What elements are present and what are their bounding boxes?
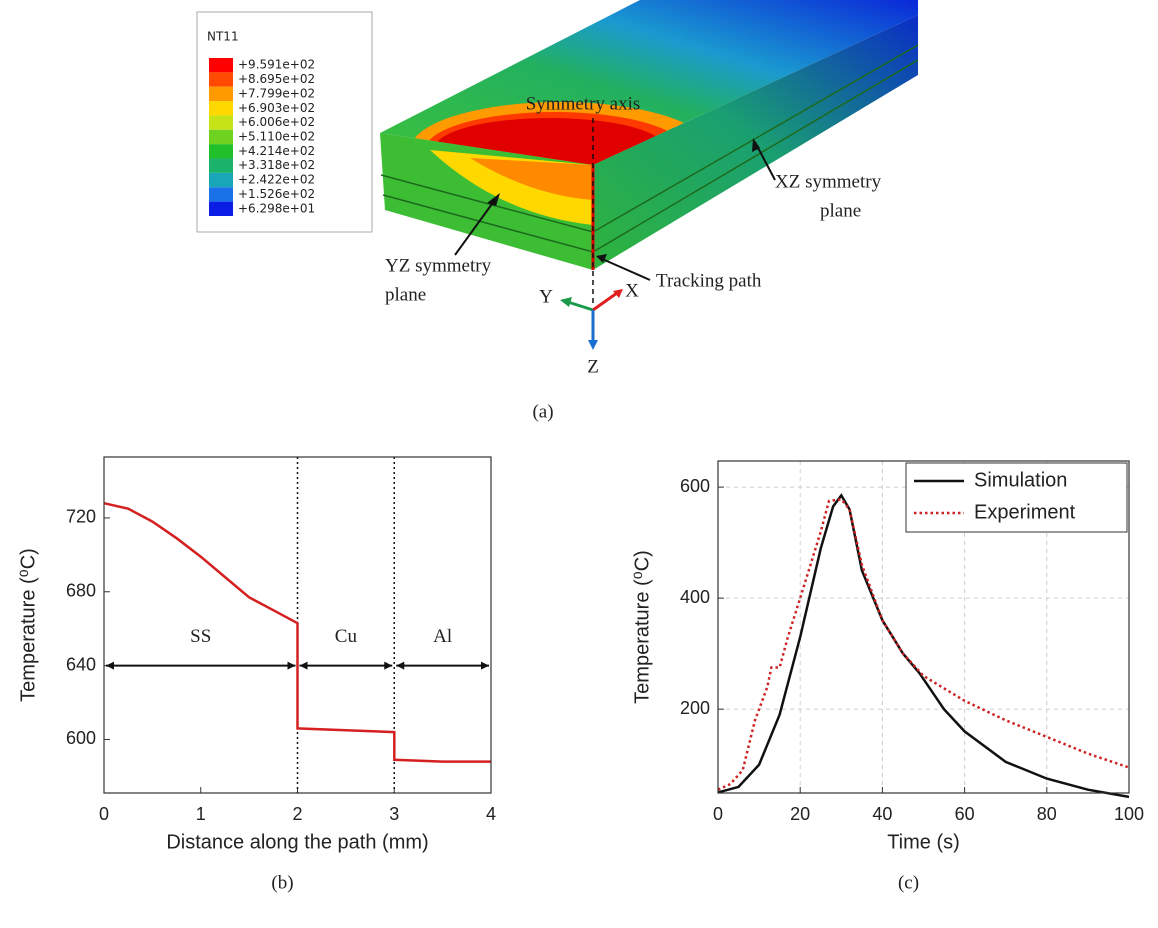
axis-letter: X: [625, 280, 639, 301]
x-tick-label: 80: [1037, 804, 1057, 824]
annotation: plane: [820, 200, 861, 221]
contour-swatch: [209, 72, 233, 86]
contour-label: +9.591e+02: [238, 58, 315, 72]
y-tick-label: 640: [66, 654, 96, 674]
x-axis-label: Time (s): [887, 831, 960, 853]
annotation: Symmetry axis: [526, 93, 641, 114]
panel-label: (a): [532, 401, 553, 422]
contour-swatch: [209, 187, 233, 201]
x-tick-label: 0: [713, 804, 723, 824]
contour-swatch: [209, 130, 233, 144]
contour-label: +7.799e+02: [238, 86, 315, 100]
region-label: Al: [433, 626, 452, 647]
annotation: Tracking path: [656, 270, 762, 291]
y-axis-label: Temperature (⁰C): [631, 550, 653, 704]
contour-swatch: [209, 173, 233, 187]
contour-swatch: [209, 144, 233, 158]
x-tick-label: 60: [955, 804, 975, 824]
y-tick-label: 720: [66, 507, 96, 527]
contour-legend: +9.591e+02+8.695e+02+7.799e+02+6.903e+02…: [209, 58, 315, 216]
y-tick-label: 400: [680, 587, 710, 607]
contour-label: +5.110e+02: [238, 130, 315, 144]
region-label: Cu: [335, 626, 358, 647]
page: {"figure_a": { "legend_title": "NT11", "…: [0, 0, 1158, 928]
axis-letter: Z: [587, 356, 599, 377]
contour-swatch: [209, 58, 233, 72]
y-tick-label: 680: [66, 581, 96, 601]
contour-swatch: [209, 87, 233, 101]
x-tick-label: 3: [389, 804, 399, 824]
contour-legend-title: NT11: [207, 30, 239, 44]
y-tick-label: 600: [680, 476, 710, 496]
x-tick-label: 4: [486, 804, 496, 824]
figure: NT11 +9.591e+02+8.695e+02+7.799e+02+6.90…: [0, 0, 1158, 928]
contour-label: +2.422e+02: [238, 173, 315, 187]
legend-label: Experiment: [974, 501, 1076, 523]
x-tick-label: 1: [196, 804, 206, 824]
contour-label: +6.006e+02: [238, 115, 315, 129]
x-tick-label: 20: [790, 804, 810, 824]
x-axis-label: Distance along the path (mm): [166, 831, 428, 853]
series-line: [718, 499, 1129, 789]
arrow-head: [481, 662, 489, 670]
panel-label: (b): [271, 872, 293, 893]
x-tick-label: 0: [99, 804, 109, 824]
triad-head: [560, 297, 572, 307]
annotation: plane: [385, 284, 426, 305]
contour-swatch: [209, 202, 233, 216]
contour-swatch: [209, 159, 233, 173]
arrow-head: [384, 662, 392, 670]
legend-label: Simulation: [974, 469, 1067, 491]
annotation: XZ symmetry: [775, 171, 882, 192]
x-tick-label: 2: [292, 804, 302, 824]
contour-label: +6.903e+02: [238, 101, 315, 115]
annotation: YZ symmetry: [385, 255, 492, 276]
axis-letter: Y: [539, 286, 553, 307]
y-tick-label: 200: [680, 698, 710, 718]
contour-label: +3.318e+02: [238, 158, 315, 172]
triad-head: [588, 340, 598, 350]
arrow-head: [106, 662, 114, 670]
contour-label: +1.526e+02: [238, 187, 315, 201]
arrow-head: [396, 662, 404, 670]
x-tick-label: 40: [872, 804, 892, 824]
series-line: [718, 495, 1129, 797]
contour-label: +8.695e+02: [238, 72, 315, 86]
arrow-head: [300, 662, 308, 670]
contour-label: +4.214e+02: [238, 144, 315, 158]
x-tick-label: 100: [1114, 804, 1144, 824]
panel-label: (c): [898, 872, 919, 893]
y-axis-label: Temperature (⁰C): [17, 548, 39, 702]
contour-label: +6.298e+01: [238, 201, 315, 215]
contour-swatch: [209, 115, 233, 129]
contour-swatch: [209, 101, 233, 115]
region-label: SS: [190, 626, 211, 647]
arrow-head: [288, 662, 296, 670]
y-tick-label: 600: [66, 728, 96, 748]
